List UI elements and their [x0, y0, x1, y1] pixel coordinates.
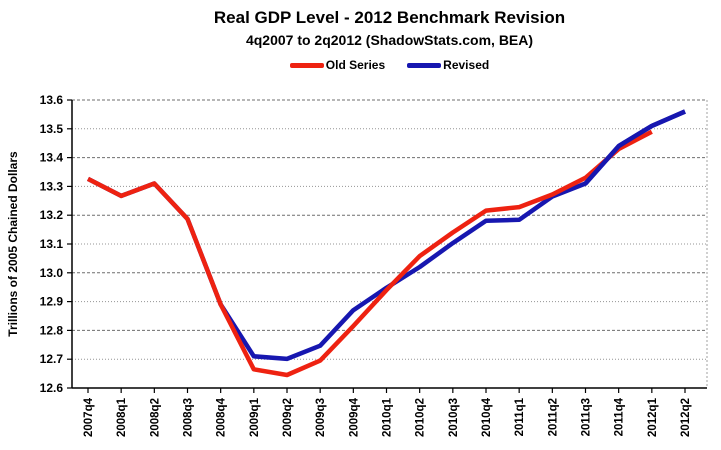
- y-tick-label: 13.3: [40, 179, 64, 193]
- y-axis-title: Trillions of 2005 Chained Dollars: [6, 151, 20, 337]
- y-tick-label: 12.8: [40, 323, 64, 337]
- x-tick-label: 2011q1: [514, 397, 526, 436]
- y-tick-label: 13.2: [40, 208, 64, 222]
- y-tick-label: 12.7: [40, 352, 64, 366]
- legend-swatch-revised: [407, 62, 442, 68]
- y-tick-label: 13.0: [40, 266, 64, 280]
- y-tick-label: 13.6: [40, 93, 64, 107]
- y-tick-label: 13.1: [40, 237, 64, 251]
- chart-subtitle: 4q2007 to 2q2012 (ShadowStats.com, BEA): [245, 32, 534, 48]
- legend-item-old-series: Old Series: [289, 58, 386, 72]
- x-tick-label: 2011q2: [547, 398, 559, 436]
- x-tick-label: 2009q2: [282, 398, 294, 437]
- x-tick-label: 2008q3: [183, 398, 195, 437]
- chart-legend: Old Series Revised: [72, 58, 707, 72]
- y-tick-label: 12.9: [40, 295, 64, 309]
- x-tick-label: 2010q4: [481, 397, 493, 437]
- x-tick-label: 2010q3: [448, 398, 460, 437]
- x-tick-label: 2009q3: [315, 398, 327, 437]
- x-tick-label: 2010q1: [382, 397, 394, 437]
- x-tick-label: 2009q1: [249, 397, 261, 437]
- legend-item-revised: Revised: [407, 58, 489, 72]
- legend-swatch-old-series: [289, 62, 324, 68]
- y-tick-label: 12.6: [40, 381, 64, 395]
- x-tick-label: 2008q4: [216, 397, 228, 437]
- series-old-series-line: [86, 129, 653, 378]
- y-tick-label: 13.5: [40, 122, 64, 136]
- x-tick-label: 2011q4: [614, 397, 626, 436]
- series-revised-line: [86, 109, 686, 362]
- x-tick-label: 2012q2: [680, 398, 692, 437]
- x-tick-label: 2009q4: [348, 397, 360, 437]
- x-tick-label: 2012q1: [647, 397, 659, 437]
- y-tick-label: 13.4: [40, 151, 64, 165]
- chart-title: Real GDP Level - 2012 Benchmark Revision: [213, 8, 566, 27]
- x-tick-label: 2011q3: [581, 398, 593, 436]
- x-tick-label: 2008q2: [149, 398, 161, 437]
- legend-label: Revised: [443, 58, 490, 72]
- x-tick-label: 2010q2: [415, 398, 427, 437]
- series-revised-line-overlay: [583, 109, 686, 185]
- legend-label: Old Series: [325, 58, 386, 72]
- x-tick-label: 2008q1: [116, 397, 128, 437]
- x-tick-label: 2007q4: [83, 397, 95, 437]
